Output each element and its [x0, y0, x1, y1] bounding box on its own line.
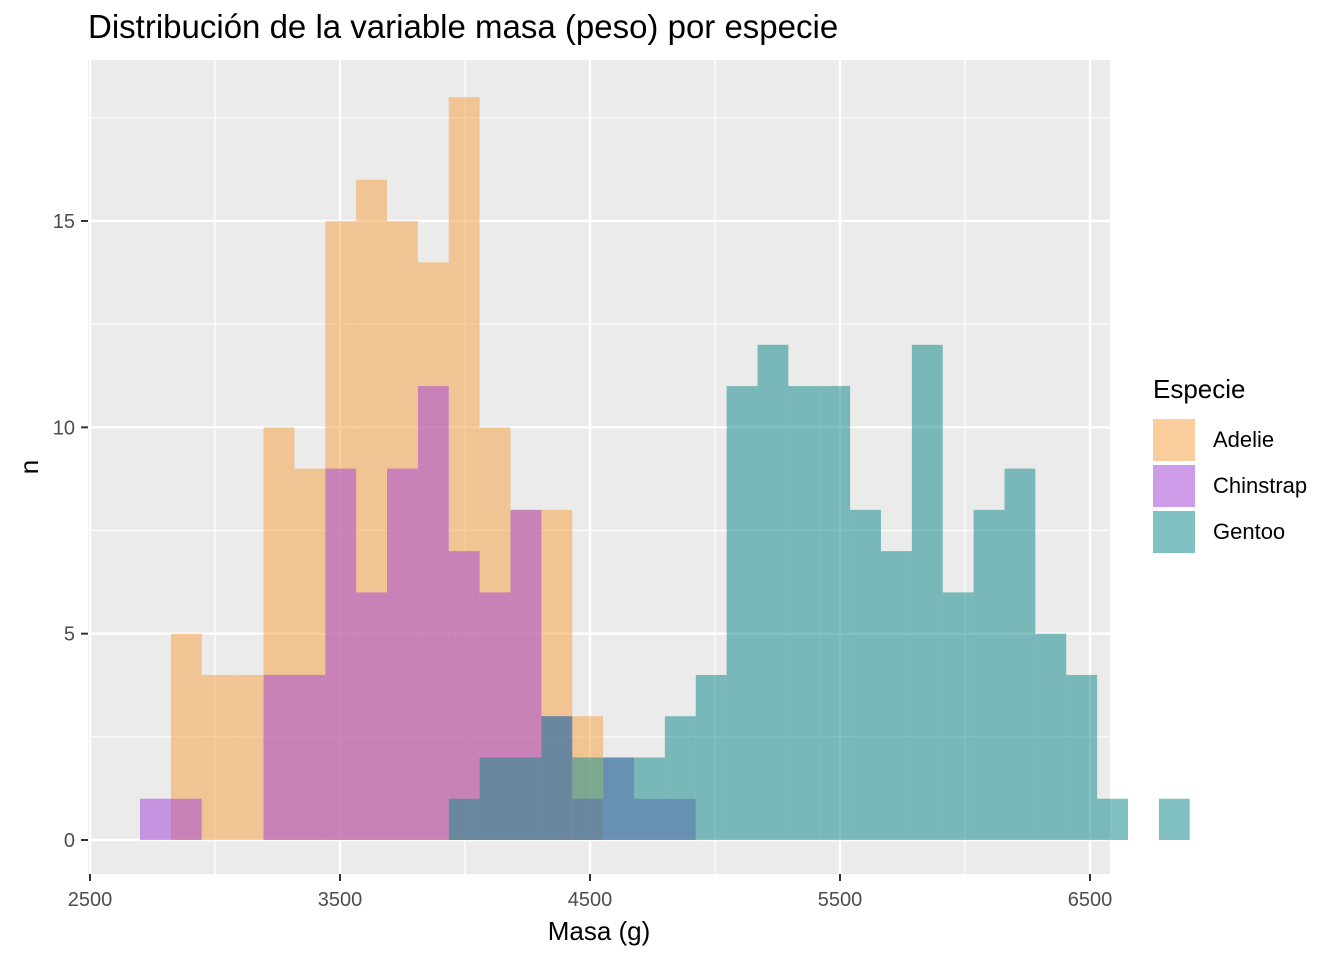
x-axis-label: Masa (g) [548, 916, 651, 946]
bar-gentoo [881, 551, 912, 840]
legend-item-adelie: Adelie [1153, 417, 1307, 463]
bar-adelie [233, 675, 264, 840]
bar-gentoo [788, 386, 819, 840]
bar-gentoo [511, 757, 542, 840]
y-tick-label: 5 [64, 624, 75, 646]
legend-item-chinstrap: Chinstrap [1153, 463, 1307, 509]
bar-chinstrap [449, 551, 480, 840]
bar-gentoo [819, 386, 850, 840]
bar-gentoo [480, 757, 511, 840]
bar-gentoo [943, 592, 974, 840]
x-tick-label: 6500 [1068, 889, 1113, 911]
legend-label-chinstrap: Chinstrap [1213, 473, 1307, 499]
y-tick-label: 10 [53, 417, 75, 439]
legend-key-adelie [1153, 419, 1195, 461]
y-tick-label: 0 [64, 830, 75, 852]
bar-chinstrap [325, 469, 356, 840]
bar-chinstrap [140, 799, 171, 840]
bar-chinstrap [294, 675, 325, 840]
bar-gentoo [850, 510, 881, 840]
bar-gentoo [1005, 469, 1036, 840]
legend-key-chinstrap [1153, 465, 1195, 507]
bar-gentoo [603, 757, 634, 840]
legend: Especie Adelie Chinstrap Gentoo [1153, 374, 1307, 555]
bar-gentoo [727, 386, 758, 840]
bar-gentoo [541, 716, 572, 840]
bar-gentoo [665, 716, 696, 840]
bar-gentoo [1035, 634, 1066, 840]
bar-gentoo [974, 510, 1005, 840]
bar-gentoo [572, 757, 603, 840]
legend-title: Especie [1153, 374, 1307, 405]
bar-chinstrap [418, 386, 449, 840]
bar-chinstrap [171, 799, 202, 840]
bar-gentoo [1159, 799, 1190, 840]
bar-gentoo [912, 345, 943, 840]
bar-gentoo [758, 345, 789, 840]
bar-gentoo [634, 757, 665, 840]
bar-chinstrap [264, 675, 295, 840]
bar-gentoo [1066, 675, 1097, 840]
y-tick-label: 15 [53, 211, 75, 233]
x-tick-label: 5500 [818, 889, 863, 911]
x-tick-label: 2500 [68, 889, 113, 911]
bar-chinstrap [356, 592, 387, 840]
bar-adelie [202, 675, 233, 840]
bar-gentoo [1097, 799, 1128, 840]
bar-chinstrap [387, 469, 418, 840]
y-axis-label: n [14, 460, 44, 474]
bar-gentoo [449, 799, 480, 840]
x-tick-label: 4500 [568, 889, 613, 911]
x-tick-label: 3500 [318, 889, 363, 911]
legend-label-gentoo: Gentoo [1213, 519, 1285, 545]
bar-gentoo [696, 675, 727, 840]
legend-item-gentoo: Gentoo [1153, 509, 1307, 555]
legend-key-gentoo [1153, 511, 1195, 553]
legend-label-adelie: Adelie [1213, 427, 1274, 453]
